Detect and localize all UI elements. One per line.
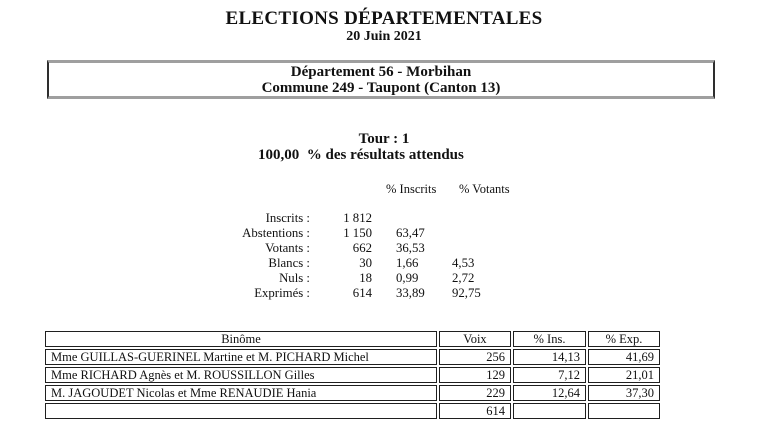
tour-label: Tour : 1	[358, 131, 410, 147]
voix-value: 256	[439, 349, 511, 365]
stat-value: 18	[359, 271, 372, 285]
stat-label: Blancs :	[268, 256, 310, 270]
results-row: Mme GUILLAS-GUERINEL Martine et M. PICHA…	[45, 349, 660, 365]
results-row: M. JAGOUDET Nicolas et Mme RENAUDIE Hani…	[45, 385, 660, 401]
voix-value: 129	[439, 367, 511, 383]
stat-value: 662	[352, 241, 372, 255]
pct-ins-value: 7,12	[513, 367, 586, 383]
stat-label: Inscrits :	[265, 211, 310, 225]
results-header-row: Binôme Voix % Ins. % Exp.	[45, 331, 660, 347]
participation-row: Inscrits : 1 812	[170, 211, 522, 226]
stat-value: 1 812	[343, 211, 372, 225]
department-line: Département 56 - Morbihan	[290, 64, 472, 80]
binome-name: Mme GUILLAS-GUERINEL Martine et M. PICHA…	[45, 349, 437, 365]
results-progress: 100,00 % des résultats attendus	[258, 147, 464, 163]
location-box: Département 56 - Morbihan Commune 249 - …	[47, 60, 715, 99]
stat-pct-inscrits: 36,53	[396, 241, 425, 255]
commune-line: Commune 249 - Taupont (Canton 13)	[261, 80, 501, 96]
voix-column-header: Voix	[439, 331, 511, 347]
stat-pct-inscrits	[396, 211, 452, 226]
pct-votants-header: % Votants	[459, 182, 510, 196]
stat-label: Abstentions :	[242, 226, 310, 240]
stat-value: 30	[359, 256, 372, 270]
stat-pct-votants	[452, 241, 522, 256]
results-row: Mme RICHARD Agnès et M. ROUSSILLON Gille…	[45, 367, 660, 383]
participation-row: Nuls : 18 0,99 2,72	[170, 271, 522, 286]
pct-inscrits-header: % Inscrits	[386, 182, 437, 196]
pct-ins-column-header: % Ins.	[513, 331, 586, 347]
participation-row: Blancs : 30 1,66 4,53	[170, 256, 522, 271]
stat-pct-votants: 2,72	[452, 271, 475, 285]
participation-table: Inscrits : 1 812 Abstentions : 1 150 63,…	[170, 211, 522, 301]
stat-label: Nuls :	[279, 271, 310, 285]
binome-column-header: Binôme	[45, 331, 437, 347]
pct-exp-value: 41,69	[588, 349, 660, 365]
total-row-spacer	[513, 403, 586, 419]
stat-pct-inscrits: 63,47	[396, 226, 425, 240]
total-voix-value: 614	[439, 403, 511, 419]
stat-pct-inscrits: 1,66	[396, 256, 419, 270]
pct-ins-value: 14,13	[513, 349, 586, 365]
stat-pct-votants	[452, 226, 522, 241]
results-table: Binôme Voix % Ins. % Exp. Mme GUILLAS-GU…	[43, 329, 662, 421]
binome-name: M. JAGOUDET Nicolas et Mme RENAUDIE Hani…	[45, 385, 437, 401]
page-title: ELECTIONS DÉPARTEMENTALES	[225, 8, 543, 29]
results-total-row: 614	[45, 403, 660, 419]
stat-pct-votants: 4,53	[452, 256, 475, 270]
election-date: 20 Juin 2021	[346, 29, 422, 44]
voix-value: 229	[439, 385, 511, 401]
total-row-spacer	[588, 403, 660, 419]
stat-pct-inscrits: 0,99	[396, 271, 419, 285]
stat-label: Votants :	[265, 241, 310, 255]
stat-pct-votants: 92,75	[452, 286, 481, 300]
binome-name: Mme RICHARD Agnès et M. ROUSSILLON Gille…	[45, 367, 437, 383]
stat-pct-votants	[452, 211, 522, 226]
pct-exp-column-header: % Exp.	[588, 331, 660, 347]
pct-exp-value: 21,01	[588, 367, 660, 383]
stat-value: 614	[352, 286, 372, 300]
pct-ins-value: 12,64	[513, 385, 586, 401]
stat-pct-inscrits: 33,89	[396, 286, 425, 300]
total-row-spacer	[45, 403, 437, 419]
pct-exp-value: 37,30	[588, 385, 660, 401]
participation-row: Abstentions : 1 150 63,47	[170, 226, 522, 241]
participation-row: Exprimés : 614 33,89 92,75	[170, 286, 522, 301]
stat-label: Exprimés :	[254, 286, 310, 300]
participation-row: Votants : 662 36,53	[170, 241, 522, 256]
stat-value: 1 150	[343, 226, 372, 240]
